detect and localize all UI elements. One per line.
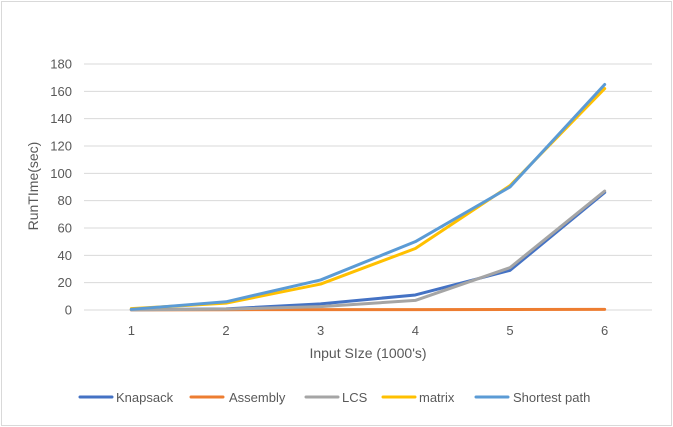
x-axis-title: Input SIze (1000's) (309, 345, 426, 361)
y-axis-ticks: 0 20 40 60 80 100 120 140 160 180 (50, 57, 72, 318)
series-line-matrix (129, 87, 607, 311)
series-line-lcs (129, 189, 607, 312)
legend-label-knapsack: Knapsack (116, 390, 174, 405)
x-tick-label: 5 (506, 323, 513, 338)
legend-label-shortest-path: Shortest path (513, 390, 590, 405)
x-tick-label: 3 (317, 323, 324, 338)
x-tick-label: 6 (601, 323, 608, 338)
legend: Knapsack Assembly LCS matrix Shortest path (78, 390, 590, 405)
x-tick-label: 2 (222, 323, 229, 338)
y-tick-label: 160 (50, 84, 72, 99)
y-tick-label: 180 (50, 57, 72, 72)
y-tick-label: 140 (50, 111, 72, 126)
x-tick-label: 1 (128, 323, 135, 338)
y-tick-label: 100 (50, 166, 72, 181)
y-axis-title: RunTIme(sec) (25, 142, 41, 231)
y-tick-label: 0 (65, 303, 72, 318)
legend-label-lcs: LCS (342, 390, 368, 405)
x-axis-ticks: 1 2 3 4 5 6 (128, 323, 609, 338)
y-tick-label: 120 (50, 139, 72, 154)
y-tick-label: 20 (58, 275, 72, 290)
series-line-knapsack (129, 190, 607, 312)
legend-label-matrix: matrix (419, 390, 455, 405)
y-tick-label: 80 (58, 193, 72, 208)
series-lines (129, 83, 607, 312)
y-tick-label: 60 (58, 221, 72, 236)
series-line-shortest-path (129, 83, 607, 311)
x-tick-label: 4 (412, 323, 419, 338)
y-tick-label: 40 (58, 248, 72, 263)
legend-label-assembly: Assembly (229, 390, 286, 405)
gridlines (84, 63, 652, 311)
